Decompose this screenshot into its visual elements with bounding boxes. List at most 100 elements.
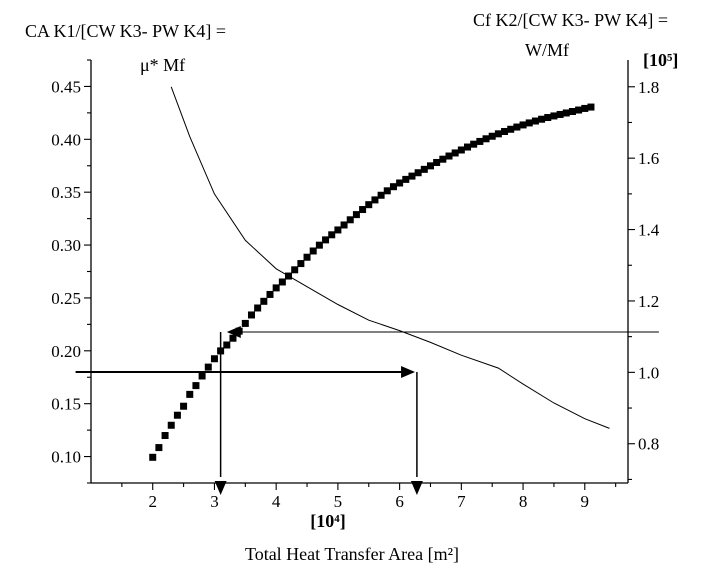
right-axis-title-line1: Cf K2/[CW K3- PW K4] = <box>473 10 668 30</box>
x-tick-label: 2 <box>148 492 157 511</box>
square-marker-point <box>247 311 255 319</box>
square-marker-point <box>309 247 317 255</box>
square-marker-point <box>254 304 262 312</box>
arrowhead-down-1 <box>214 481 227 495</box>
square-marker-point <box>556 110 564 118</box>
square-marker-point <box>402 175 410 183</box>
square-marker-point <box>371 196 379 204</box>
x-tick-label: 7 <box>457 492 466 511</box>
left-y-tick-label: 0.40 <box>51 130 81 149</box>
x-tick-label: 3 <box>210 492 219 511</box>
square-marker-point <box>291 266 299 274</box>
square-marker-point <box>229 334 237 342</box>
right-y-tick-label: 0.8 <box>638 435 659 454</box>
square-marker-point <box>198 372 206 380</box>
square-marker-point <box>346 216 354 224</box>
x-tick-label: 5 <box>334 492 343 511</box>
square-marker-point <box>322 236 330 244</box>
square-marker-point <box>186 390 194 398</box>
arrowhead-right <box>401 365 416 378</box>
square-marker-point <box>494 130 502 138</box>
square-marker-point <box>408 172 416 180</box>
x-ticks: 2 3 4 5 6 7 8 9 <box>121 483 617 511</box>
arrowhead-down-2 <box>410 481 423 495</box>
square-marker-point <box>568 108 576 116</box>
annotation-arrows <box>75 326 659 495</box>
square-marker-point <box>334 226 342 234</box>
left-y-tick-label: 0.25 <box>51 289 81 308</box>
square-marker-point <box>575 106 583 114</box>
right-y-tick-label: 1.4 <box>638 221 660 240</box>
square-marker-point <box>396 179 404 187</box>
square-marker-point <box>464 143 472 151</box>
left-y-tick-label: 0.45 <box>51 77 81 96</box>
square-marker-point <box>433 158 441 166</box>
square-marker-point <box>519 121 527 129</box>
square-marker-point <box>383 187 391 195</box>
square-marker-point <box>204 363 212 371</box>
square-marker-point <box>352 211 360 219</box>
square-marker-point <box>544 114 552 122</box>
square-marker-point <box>581 104 589 112</box>
square-marker-point <box>488 132 496 140</box>
square-marker-point <box>155 444 163 452</box>
square-marker-point <box>192 382 200 390</box>
square-marker-point <box>173 411 181 419</box>
square-marker-point <box>420 165 428 173</box>
square-marker-point <box>315 241 323 249</box>
square-marker-point <box>439 155 447 163</box>
right-y-tick-label: 1.2 <box>638 292 659 311</box>
left-y-ticks: 0.10 0.15 0.20 0.25 0.30 0.35 0.40 0.45 <box>51 59 91 484</box>
square-marker-point <box>451 149 459 157</box>
square-marker-point <box>328 231 336 239</box>
right-y-ticks: 0.8 1.0 1.2 1.4 1.6 1.8 <box>628 78 660 480</box>
square-marker-point <box>210 355 218 363</box>
square-marker-point <box>340 221 348 229</box>
square-marker-point <box>476 137 484 145</box>
left-axis-title-line2: μ* Mf <box>140 55 185 75</box>
square-marker-point <box>587 103 595 111</box>
square-marker-point <box>266 290 274 298</box>
left-y-tick-label: 0.15 <box>51 395 81 414</box>
square-marker-point <box>538 115 546 123</box>
square-marker-point <box>303 253 311 261</box>
square-marker-point <box>297 260 305 268</box>
square-marker-point <box>445 152 453 160</box>
right-axis-title-line2: W/Mf <box>525 40 569 60</box>
square-marker-point <box>550 112 558 120</box>
square-marker-point <box>223 341 231 349</box>
left-axis-title-line1: CA K1/[CW K3- PW K4] = <box>25 21 226 41</box>
square-marker-point <box>241 319 249 327</box>
arrowhead-left <box>226 326 241 339</box>
square-marker-point <box>149 453 157 461</box>
left-y-tick-label: 0.30 <box>51 236 81 255</box>
left-y-tick-label: 0.35 <box>51 183 81 202</box>
x-tick-label: 4 <box>272 492 281 511</box>
square-marker-point <box>414 169 422 177</box>
square-marker-point <box>457 146 465 154</box>
square-marker-point <box>278 278 286 286</box>
left-y-tick-label: 0.20 <box>51 342 81 361</box>
x-tick-label: 9 <box>581 492 590 511</box>
right-y-tick-label: 1.8 <box>638 78 659 97</box>
x-tick-label: 6 <box>395 492 404 511</box>
square-marker-point <box>513 123 521 131</box>
x-scale-label: [10⁴] <box>310 511 345 531</box>
square-marker-point <box>389 183 397 191</box>
x-axis-title: Total Heat Transfer Area [m²] <box>245 544 459 564</box>
square-marker-point <box>507 125 515 133</box>
right-y-tick-label: 1.0 <box>638 363 659 382</box>
right-scale-label: [10⁵] <box>643 50 678 70</box>
square-marker-point <box>531 117 539 125</box>
square-marker-point <box>272 284 280 292</box>
square-marker-point <box>180 402 188 410</box>
thin-line-series <box>170 86 610 429</box>
square-marker-point <box>470 140 478 148</box>
square-marker-point <box>501 127 509 135</box>
right-y-tick-label: 1.6 <box>638 149 659 168</box>
square-marker-point <box>562 109 570 117</box>
square-marker-point <box>426 162 434 170</box>
series-group <box>149 86 610 461</box>
square-marker-point <box>482 135 490 143</box>
